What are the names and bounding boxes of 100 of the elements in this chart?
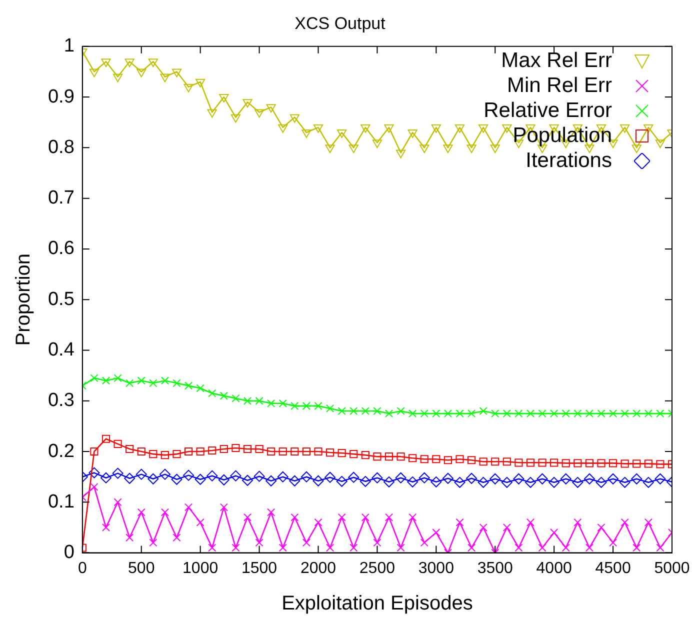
point xyxy=(148,58,158,68)
point xyxy=(490,473,501,484)
point xyxy=(585,459,594,468)
point xyxy=(644,410,652,418)
point xyxy=(432,410,440,418)
point xyxy=(220,503,228,512)
y-tick-label: 0.3 xyxy=(48,390,74,412)
point xyxy=(230,470,242,482)
legend-label: Iterations xyxy=(526,148,612,174)
point xyxy=(572,476,584,488)
x-tick-label: 3500 xyxy=(477,560,514,577)
point xyxy=(254,470,265,482)
point xyxy=(208,446,216,455)
x-tick-label: 2000 xyxy=(300,560,336,577)
point xyxy=(206,470,218,482)
point xyxy=(468,456,476,464)
point xyxy=(655,140,666,148)
point xyxy=(184,503,193,512)
point xyxy=(490,144,500,154)
point xyxy=(220,392,228,400)
point xyxy=(160,451,169,460)
x-tick-label: 1000 xyxy=(182,560,218,577)
point xyxy=(232,394,240,402)
point xyxy=(172,450,181,458)
point xyxy=(196,518,204,526)
point xyxy=(384,452,394,461)
point xyxy=(350,450,358,458)
point xyxy=(642,476,654,488)
point xyxy=(420,538,428,547)
point xyxy=(267,447,276,456)
point xyxy=(656,460,664,468)
point xyxy=(384,124,394,133)
legend-label: Relative Error xyxy=(484,98,612,124)
point xyxy=(656,544,664,552)
point xyxy=(242,474,253,486)
point xyxy=(574,518,582,526)
point xyxy=(418,472,430,484)
point xyxy=(348,144,358,154)
point xyxy=(159,468,170,480)
point xyxy=(277,471,288,482)
y-axis-title: Proportion xyxy=(12,253,35,346)
point xyxy=(384,513,394,522)
point xyxy=(513,473,524,484)
y-tick-label: 0.5 xyxy=(48,288,74,310)
point xyxy=(420,410,428,418)
point xyxy=(372,472,383,484)
point xyxy=(560,473,572,484)
point xyxy=(373,452,382,461)
point xyxy=(444,410,452,418)
point xyxy=(550,410,558,418)
point xyxy=(232,544,240,552)
point xyxy=(574,459,582,468)
point xyxy=(208,544,216,552)
point xyxy=(478,124,488,133)
point xyxy=(114,498,122,506)
point xyxy=(608,473,619,484)
point xyxy=(609,538,618,547)
point xyxy=(278,544,287,552)
y-tick-label: 0.7 xyxy=(48,188,74,209)
point xyxy=(502,458,511,466)
point xyxy=(338,406,346,416)
point xyxy=(373,406,382,416)
point xyxy=(324,472,336,483)
point xyxy=(361,513,370,522)
point xyxy=(456,410,464,418)
point xyxy=(290,402,299,410)
point xyxy=(100,472,112,484)
point xyxy=(514,410,523,418)
point xyxy=(597,459,606,468)
point xyxy=(137,447,146,456)
point xyxy=(101,58,111,68)
point xyxy=(160,376,169,385)
x-tick-label: 4000 xyxy=(536,560,572,577)
point xyxy=(149,450,158,458)
point xyxy=(454,476,466,488)
point xyxy=(278,399,287,408)
point xyxy=(430,476,442,488)
point xyxy=(102,434,110,443)
point xyxy=(314,518,322,526)
point xyxy=(361,451,370,460)
point xyxy=(360,476,371,487)
point xyxy=(384,476,394,488)
point xyxy=(278,447,287,456)
point xyxy=(148,473,159,484)
point xyxy=(538,544,546,552)
point xyxy=(620,460,629,468)
point xyxy=(372,140,382,148)
point xyxy=(420,144,430,154)
point xyxy=(432,455,440,464)
point xyxy=(479,406,488,416)
point xyxy=(196,447,204,456)
point xyxy=(384,410,394,418)
point xyxy=(420,455,428,464)
point xyxy=(89,68,100,78)
point xyxy=(160,508,169,516)
point xyxy=(609,410,618,418)
point xyxy=(338,449,346,458)
point xyxy=(526,458,535,467)
point xyxy=(536,473,548,484)
point xyxy=(468,410,476,418)
